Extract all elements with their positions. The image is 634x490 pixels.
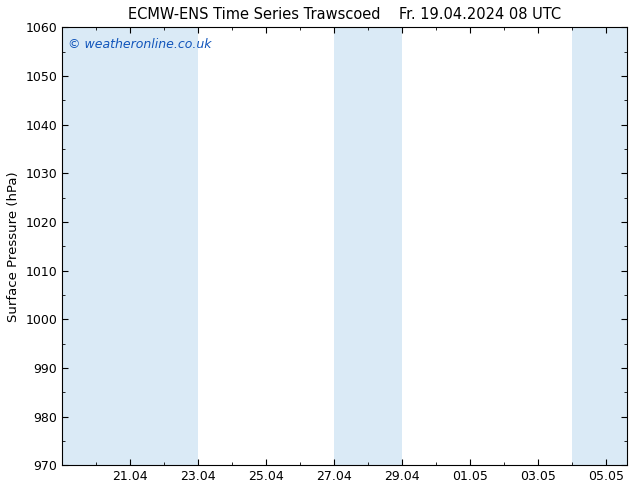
Bar	[334, 27, 403, 465]
Text: © weatheronline.co.uk: © weatheronline.co.uk	[68, 38, 211, 51]
Bar	[573, 27, 627, 465]
Bar	[62, 27, 198, 465]
Title: ECMW-ENS Time Series Trawscoed    Fr. 19.04.2024 08 UTC: ECMW-ENS Time Series Trawscoed Fr. 19.04…	[128, 7, 561, 22]
Y-axis label: Surface Pressure (hPa): Surface Pressure (hPa)	[7, 171, 20, 321]
